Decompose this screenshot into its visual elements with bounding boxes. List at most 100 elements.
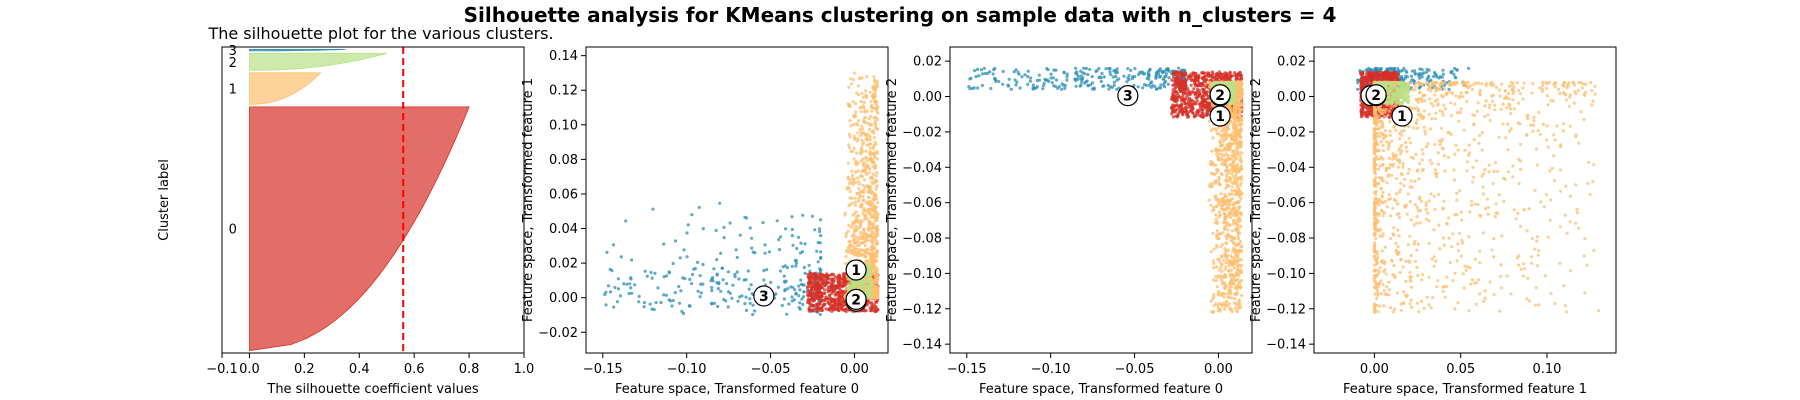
x-tick-label: 0.00 [840,362,869,377]
data-point [1163,85,1167,89]
data-point [872,254,876,258]
data-point [819,218,823,222]
data-point [1056,86,1060,90]
data-point [872,206,876,210]
data-point [865,232,869,236]
data-point [1228,192,1232,196]
data-point [711,276,715,280]
data-point [701,227,705,231]
data-point [1016,70,1020,74]
data-point [837,281,842,285]
data-point [1100,71,1104,76]
data-point [847,223,851,227]
data-point [1007,77,1011,81]
data-point [849,225,853,229]
data-point [858,127,862,131]
data-point [688,277,692,281]
data-point [818,269,823,273]
cluster-label: 1 [229,83,237,98]
data-point [1083,81,1087,85]
x-tick-label: 0.2 [294,362,315,377]
data-point [1198,92,1202,96]
data-point [1226,154,1230,158]
data-point [1186,75,1190,79]
data-point [863,214,867,218]
data-point [615,300,620,304]
data-point [1133,75,1137,79]
data-point [1225,254,1229,258]
data-point [851,100,855,104]
data-point [865,163,870,168]
data-point [828,306,832,310]
data-point [1212,262,1216,266]
data-point [866,190,870,194]
data-point [1063,86,1067,90]
data-point [866,279,870,283]
data-point [1234,77,1239,81]
data-point [861,162,865,166]
data-point [840,302,844,307]
data-point [860,252,864,256]
data-point [667,271,672,275]
data-point [1215,229,1219,233]
data-point [618,294,623,298]
data-point [874,232,878,236]
data-point [1232,218,1236,222]
data-point [735,255,739,260]
data-point [1210,103,1214,107]
data-point [1228,176,1232,180]
data-point [1001,82,1005,86]
data-point [849,251,854,256]
data-point [1214,205,1218,209]
data-point [1235,123,1239,127]
data-point [1141,86,1145,90]
data-point [1239,249,1243,253]
data-point [1049,76,1053,80]
data-point [865,138,870,142]
cluster-center-label: 1 [851,263,861,279]
data-point [1228,163,1232,167]
data-point [645,274,649,278]
data-point [1214,279,1218,283]
data-point [1236,278,1240,282]
data-point [1190,99,1194,103]
data-point [977,74,981,78]
silhouette-cluster-1 [249,72,322,105]
data-point [1180,80,1185,84]
data-point [1204,78,1208,82]
data-point [873,121,878,126]
data-point [874,250,878,254]
data-point [629,277,633,281]
data-point [630,258,634,262]
data-point [1227,202,1231,206]
data-point [1115,70,1119,75]
data-point [1197,102,1201,106]
data-point [1102,75,1106,79]
data-point [853,196,857,200]
data-point [863,254,867,258]
data-point [848,132,852,136]
data-point [1217,210,1221,214]
data-point [1147,77,1151,81]
data-point [1184,80,1188,84]
data-point [1202,78,1206,82]
data-point [852,157,856,161]
data-point [1238,231,1242,236]
axes-frame [585,46,889,354]
data-point [844,231,849,236]
data-point [1208,184,1212,188]
data-point [870,152,874,156]
x-tick-label: 0.4 [349,362,370,377]
data-point [716,287,720,291]
data-point [806,300,810,305]
data-point [848,196,852,200]
data-point [857,197,861,201]
data-point [1233,108,1238,112]
data-point [851,176,855,180]
data-point [841,299,846,303]
data-point [866,143,870,147]
data-point [1232,203,1236,207]
data-point [1237,299,1241,303]
data-point [1166,82,1170,86]
